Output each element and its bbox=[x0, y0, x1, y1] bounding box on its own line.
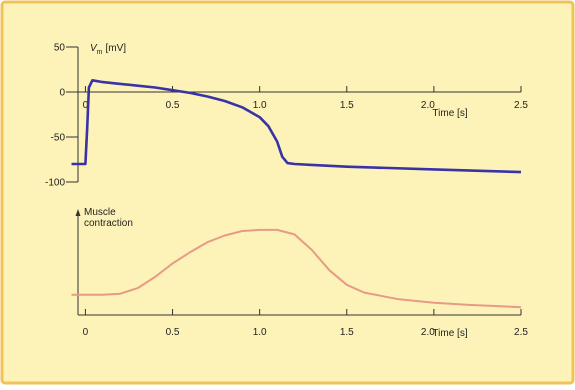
vm-unit: [mV] bbox=[106, 43, 127, 54]
contraction-series-line bbox=[71, 228, 522, 309]
top-x-tick-label: 2.5 bbox=[514, 100, 528, 111]
bottom-y-axis-arrow bbox=[75, 209, 81, 216]
bottom-y-axis-label: Muscle contraction bbox=[84, 207, 133, 229]
top-y-tick-label: -50 bbox=[51, 133, 66, 144]
bottom-x-tick-label: 1.5 bbox=[340, 327, 354, 338]
bottom-x-axis-label: Time [s] bbox=[432, 328, 467, 339]
top-x-tick-label: 0.5 bbox=[166, 100, 180, 111]
membrane-potential-chart: 50 0 -50 -100 0 0.5 1.0 1.5 2.0 2.5 Vm [mV] Time … bbox=[45, 43, 528, 189]
bottom-y-axis-label-line-2: contraction bbox=[84, 218, 133, 229]
bottom-x-tick-label: 0.5 bbox=[166, 327, 180, 338]
top-x-tick-label: 2.0 bbox=[421, 100, 435, 111]
top-y-tick-label: -100 bbox=[45, 178, 65, 189]
bottom-x-tick-label: 2.5 bbox=[514, 327, 528, 338]
top-x-tick-label: 1.0 bbox=[253, 100, 267, 111]
top-x-tick-label: 0 bbox=[83, 100, 89, 111]
vm-symbol: V bbox=[90, 43, 98, 54]
top-x-axis-label: Time [s] bbox=[432, 108, 467, 119]
bottom-x-tick-label: 0 bbox=[83, 327, 89, 338]
muscle-contraction-chart: 0 0.5 1.0 1.5 2.0 2.5 Muscle contraction Time… bbox=[71, 207, 528, 339]
bottom-x-tick-label: 2.0 bbox=[421, 327, 435, 338]
vm-subscript: m bbox=[97, 49, 103, 56]
bottom-x-tick-label: 1.0 bbox=[253, 327, 267, 338]
top-x-tick-label: 1.5 bbox=[340, 100, 354, 111]
top-y-axis-label: Vm [mV] bbox=[90, 43, 126, 56]
bottom-y-axis-label-line-1: Muscle bbox=[84, 207, 116, 218]
top-y-tick-label: 0 bbox=[59, 88, 65, 99]
top-y-tick-label: 50 bbox=[54, 43, 66, 54]
vm-series-line bbox=[71, 79, 522, 174]
